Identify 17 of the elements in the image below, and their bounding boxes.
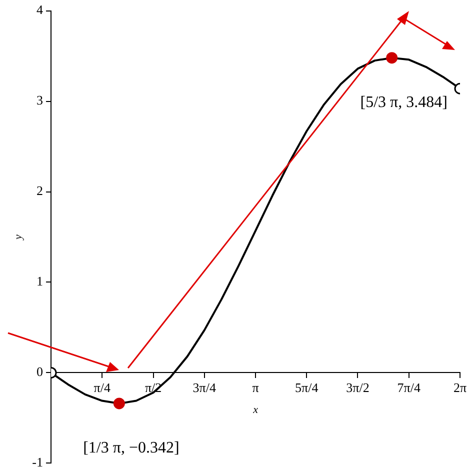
y-tick-label: 4 <box>36 2 44 18</box>
y-tick-label: 3 <box>36 92 44 108</box>
x-tick-label: 3π/4 <box>192 380 216 395</box>
y-tick-label: -1 <box>32 454 44 470</box>
x-tick-label: π/4 <box>94 380 111 395</box>
y-tick-label: 0 <box>36 364 44 380</box>
x-axis-title: x <box>252 404 258 416</box>
x-tick-label: 7π/4 <box>397 380 421 395</box>
y-tick-label: 2 <box>36 183 44 198</box>
x-tick-label: 5π/4 <box>295 380 319 395</box>
annotation: [5/3 π, 3.484] <box>360 94 448 112</box>
x-tick-label: 3π/2 <box>346 380 370 395</box>
annotation: [1/3 π, −0.342] <box>83 440 180 457</box>
y-axis-title: y <box>12 234 24 240</box>
y-tick-label: 1 <box>36 274 44 289</box>
x-tick-label: π <box>252 380 260 395</box>
x-tick-label: 2π <box>453 380 467 395</box>
